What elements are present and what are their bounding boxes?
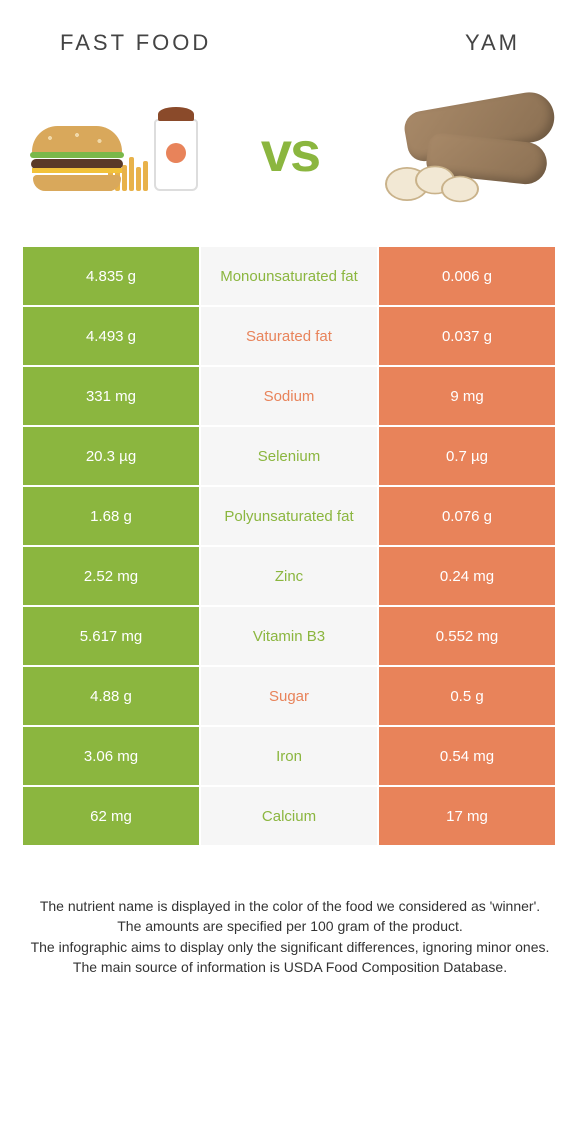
nutrient-left-value: 4.835 g: [22, 246, 200, 306]
yam-slice-icon: [441, 176, 479, 203]
nutrient-label: Calcium: [200, 786, 378, 846]
table-row: 4.493 gSaturated fat0.037 g: [22, 306, 558, 366]
nutrient-right-value: 0.037 g: [378, 306, 556, 366]
nutrient-left-value: 4.88 g: [22, 666, 200, 726]
drink-cup-icon: [154, 119, 198, 191]
footer-line: The main source of information is USDA F…: [30, 957, 550, 977]
table-row: 1.68 gPolyunsaturated fat0.076 g: [22, 486, 558, 546]
nutrient-right-value: 0.7 µg: [378, 426, 556, 486]
nutrient-left-value: 1.68 g: [22, 486, 200, 546]
nutrient-label: Monounsaturated fat: [200, 246, 378, 306]
comparison-table: 4.835 gMonounsaturated fat0.006 g4.493 g…: [22, 246, 558, 846]
header-right-title: Yam: [465, 30, 520, 56]
yam-image: [370, 86, 560, 216]
header-left-title: Fast food: [60, 30, 211, 56]
table-row: 4.835 gMonounsaturated fat0.006 g: [22, 246, 558, 306]
vs-label: vs: [261, 119, 319, 184]
footer-line: The nutrient name is displayed in the co…: [30, 896, 550, 916]
nutrient-left-value: 2.52 mg: [22, 546, 200, 606]
nutrient-left-value: 5.617 mg: [22, 606, 200, 666]
nutrient-label: Polyunsaturated fat: [200, 486, 378, 546]
table-row: 3.06 mgIron0.54 mg: [22, 726, 558, 786]
nutrient-right-value: 17 mg: [378, 786, 556, 846]
nutrient-label: Saturated fat: [200, 306, 378, 366]
nutrient-left-value: 3.06 mg: [22, 726, 200, 786]
images-row: vs: [0, 76, 580, 246]
table-row: 4.88 gSugar0.5 g: [22, 666, 558, 726]
footer-notes: The nutrient name is displayed in the co…: [0, 846, 580, 977]
nutrient-right-value: 0.54 mg: [378, 726, 556, 786]
nutrient-left-value: 4.493 g: [22, 306, 200, 366]
footer-line: The amounts are specified per 100 gram o…: [30, 916, 550, 936]
nutrient-label: Selenium: [200, 426, 378, 486]
table-row: 62 mgCalcium17 mg: [22, 786, 558, 846]
nutrient-label: Zinc: [200, 546, 378, 606]
table-row: 5.617 mgVitamin B30.552 mg: [22, 606, 558, 666]
burger-icon: [32, 126, 122, 191]
nutrient-right-value: 9 mg: [378, 366, 556, 426]
footer-line: The infographic aims to display only the…: [30, 937, 550, 957]
table-row: 331 mgSodium9 mg: [22, 366, 558, 426]
table-row: 20.3 µgSelenium0.7 µg: [22, 426, 558, 486]
nutrient-right-value: 0.552 mg: [378, 606, 556, 666]
nutrient-label: Vitamin B3: [200, 606, 378, 666]
nutrient-right-value: 0.5 g: [378, 666, 556, 726]
table-row: 2.52 mgZinc0.24 mg: [22, 546, 558, 606]
nutrient-label: Sugar: [200, 666, 378, 726]
nutrient-left-value: 62 mg: [22, 786, 200, 846]
nutrient-label: Sodium: [200, 366, 378, 426]
nutrient-left-value: 20.3 µg: [22, 426, 200, 486]
nutrient-left-value: 331 mg: [22, 366, 200, 426]
nutrient-right-value: 0.076 g: [378, 486, 556, 546]
fast-food-image: [20, 86, 210, 216]
nutrient-right-value: 0.24 mg: [378, 546, 556, 606]
nutrient-right-value: 0.006 g: [378, 246, 556, 306]
header-row: Fast food Yam: [0, 0, 580, 76]
infographic-container: Fast food Yam vs: [0, 0, 580, 1144]
nutrient-label: Iron: [200, 726, 378, 786]
